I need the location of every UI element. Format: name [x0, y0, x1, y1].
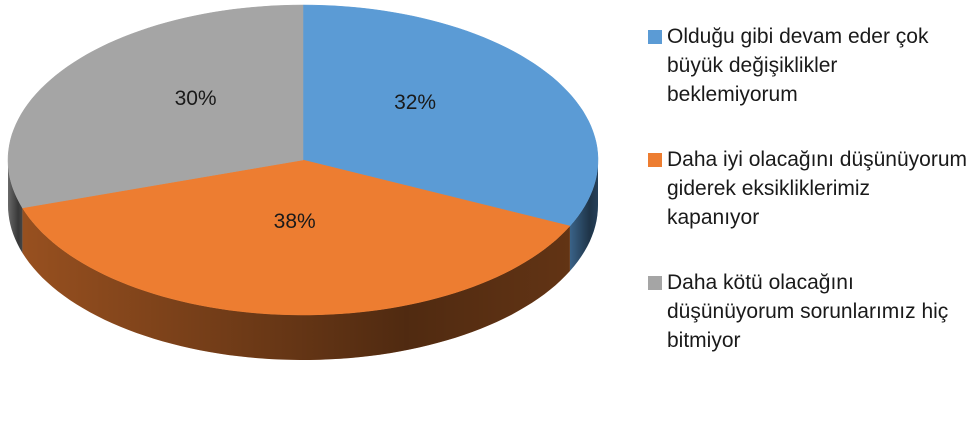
slice	[302, 4, 599, 227]
legend-label: Olduğu gibi devam eder çok büyük değişik…	[667, 25, 929, 106]
slice	[7, 4, 304, 209]
legend-swatch	[648, 276, 662, 290]
slice-side-shade	[22, 207, 570, 360]
legend-label: Daha iyi olacağını düşünüyorum giderek e…	[667, 148, 968, 229]
legend-swatch	[648, 30, 662, 44]
slice-side-shade	[8, 160, 23, 253]
legend: Olduğu gibi devam eder çok büyük değişik…	[648, 22, 979, 391]
data-label: 30%	[175, 87, 217, 110]
legend-item: Daha iyi olacağını düşünüyorum giderek e…	[648, 145, 979, 232]
chart: 32% 38% 30%	[7, 4, 599, 360]
legend-item: Daha kötü olacağını düşünüyorum sorunlar…	[648, 268, 979, 355]
slice	[21, 159, 571, 316]
data-label: 38%	[274, 210, 316, 233]
legend-label: Daha kötü olacağını düşünüyorum sorunlar…	[667, 271, 949, 352]
legend-swatch	[648, 153, 662, 167]
slice-side-shade	[569, 160, 598, 271]
legend-item: Olduğu gibi devam eder çok büyük değişik…	[648, 22, 979, 109]
data-label: 32%	[394, 91, 436, 114]
